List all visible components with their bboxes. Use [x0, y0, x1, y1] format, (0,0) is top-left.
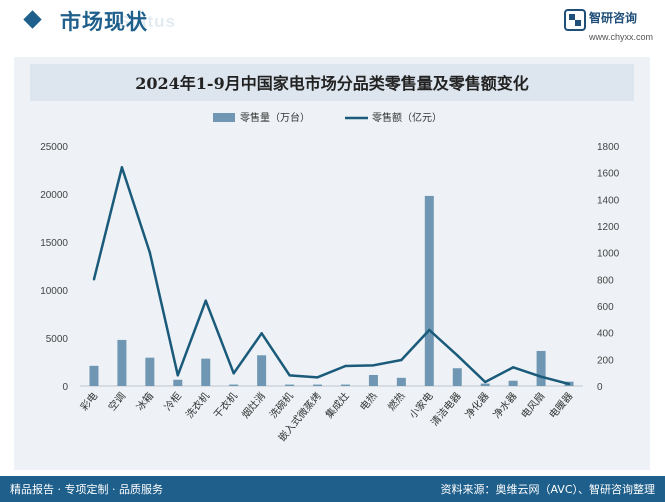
category-label: 净化器 [462, 390, 491, 421]
section-title: 市场现状 [60, 10, 148, 34]
bar [117, 339, 127, 386]
right-axis-tick-label: 1400 [597, 195, 620, 206]
category-label: 洗碗机 [267, 390, 296, 421]
right-axis-tick-label: 600 [597, 302, 614, 313]
chart-panel [14, 57, 650, 470]
line-point [260, 332, 263, 335]
line-series [92, 166, 570, 386]
line-point [120, 166, 124, 169]
bar [89, 365, 99, 386]
left-axis-tick-label: 25000 [40, 142, 68, 153]
right-axis-tick-label: 0 [597, 382, 603, 393]
line-point [288, 374, 291, 377]
line-point [92, 278, 96, 281]
line-point [428, 328, 431, 332]
line-point [148, 251, 152, 254]
right-axis-tick-label: 400 [597, 329, 614, 340]
bar [396, 377, 406, 386]
category-label: 集成灶 [323, 390, 352, 421]
legend-swatch-bar [213, 113, 235, 122]
footer-source: 资料来源：奥维云网（AVC）、智研咨询整理 [440, 483, 655, 496]
bar [452, 368, 462, 386]
logo-url: www.chyxx.com [589, 32, 654, 42]
category-label: 小家电 [406, 390, 435, 421]
legend-label-line: 零售额（亿元） [372, 111, 442, 124]
chart-title: 2024年1-9月中国家电市场分品类零售量及零售额变化 [135, 74, 529, 93]
category-label: 空调 [105, 390, 128, 414]
line-point [232, 372, 235, 375]
right-axis-tick-label: 200 [597, 355, 614, 366]
line-point [204, 299, 207, 302]
category-label: 冷柜 [161, 390, 184, 414]
chart-title-bar [30, 64, 634, 101]
category-label: 燃热 [385, 390, 408, 414]
right-axis-tick-label: 1200 [597, 222, 620, 233]
bar [145, 357, 155, 386]
left-axis-tick-label: 5000 [46, 334, 69, 345]
line-point [316, 376, 319, 379]
bar [536, 350, 546, 386]
logo-icon [564, 9, 586, 31]
bar [508, 380, 518, 386]
line-point [511, 366, 515, 369]
bar [368, 374, 378, 386]
left-axis-tick-label: 15000 [40, 238, 68, 249]
left-axis-tick-label: 20000 [40, 190, 68, 201]
category-label: 净水器 [490, 390, 519, 421]
left-axis-tick-label: 10000 [40, 286, 68, 297]
line-point [483, 380, 487, 384]
bar [285, 384, 295, 386]
line-point [456, 354, 459, 357]
logo-name: 智研咨询 [589, 11, 638, 25]
line-point [400, 358, 403, 362]
right-axis-tick-label: 1000 [597, 249, 620, 260]
bar [173, 379, 183, 386]
right-axis-tick-label: 800 [597, 275, 614, 286]
legend-label-bar: 零售量（万台） [240, 111, 310, 124]
line-point [344, 364, 347, 368]
bar [201, 358, 211, 386]
bar [313, 384, 323, 386]
category-label: 电暖器 [546, 390, 575, 421]
category-label: 冰箱 [133, 390, 156, 414]
right-axis-tick-label: 1800 [597, 142, 620, 153]
category-label: 洗衣机 [183, 390, 212, 421]
category-label: 清洁电器 [428, 390, 464, 429]
category-label: 电热 [357, 390, 380, 414]
bar [340, 384, 350, 386]
bar [480, 383, 490, 386]
line-point [176, 374, 180, 377]
bar [229, 384, 239, 386]
category-label: 电风扇 [518, 390, 547, 421]
category-label: 彩电 [77, 390, 100, 414]
bar [257, 355, 267, 386]
category-label: 烟灶消 [239, 390, 268, 421]
footer-tagline: 精品报告 · 专项定制 · 品质服务 [10, 483, 163, 496]
section-title-en: Status [118, 12, 176, 31]
footer-bar [0, 476, 665, 502]
bar [424, 195, 434, 386]
line-point [372, 364, 375, 367]
category-label: 干衣机 [211, 390, 240, 421]
right-axis-tick-label: 1600 [597, 169, 620, 180]
line-point [567, 382, 571, 386]
line-point [539, 375, 543, 378]
left-axis-tick-label: 0 [62, 382, 68, 393]
header-bar: Status 市场现状 智研咨询 www.chyxx.com [0, 0, 665, 44]
